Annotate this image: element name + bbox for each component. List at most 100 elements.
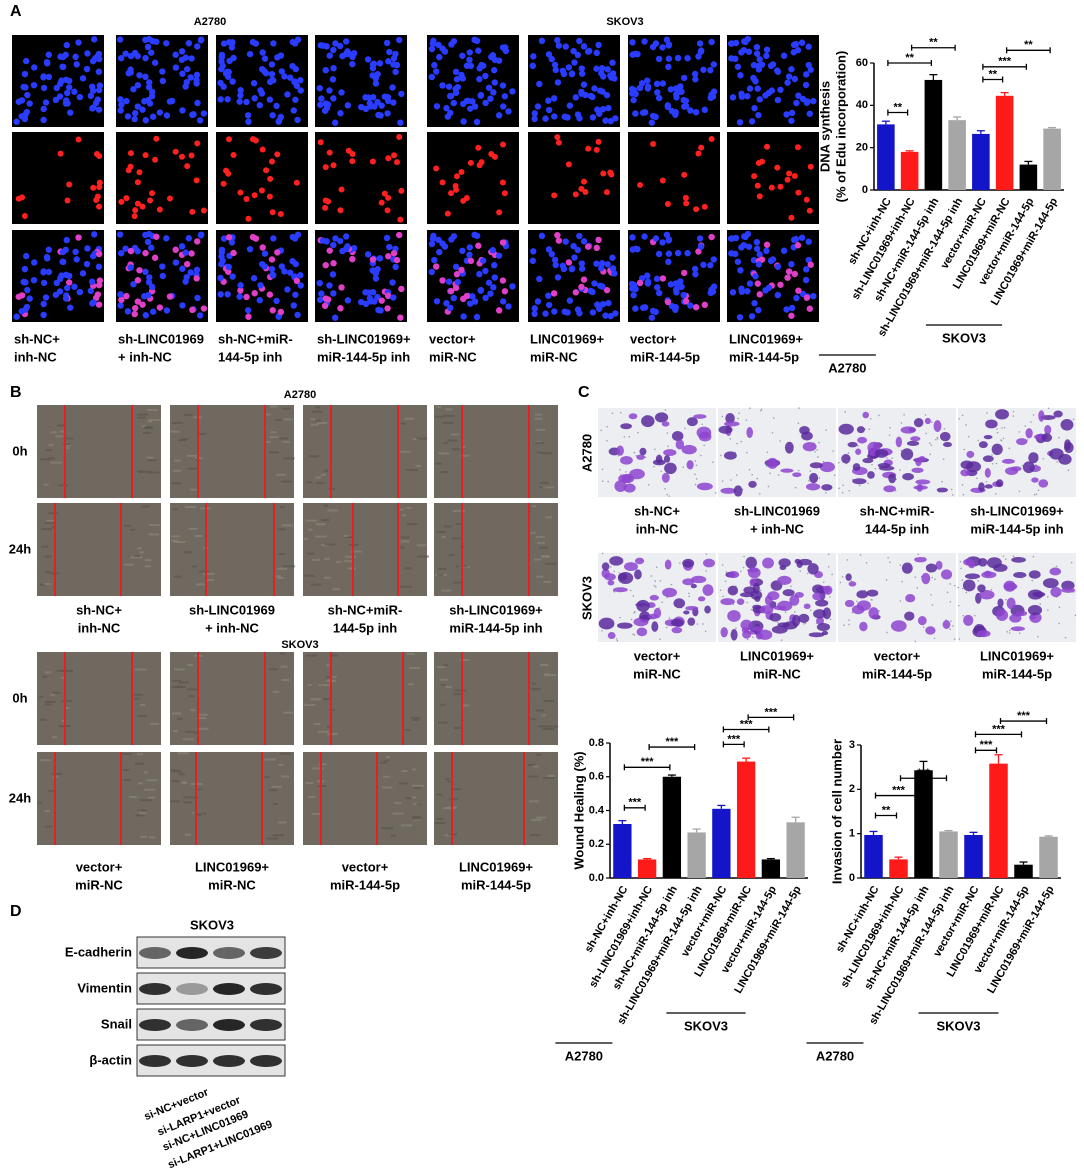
pore xyxy=(931,576,934,579)
nucleus xyxy=(148,88,156,96)
nucleus xyxy=(630,291,637,299)
nucleus xyxy=(732,234,740,242)
texture xyxy=(445,408,453,411)
condition-label: LINC01969+ xyxy=(980,648,1054,663)
nucleus xyxy=(593,65,600,72)
nucleus xyxy=(439,277,446,284)
condition-label: miR-NC xyxy=(208,877,256,892)
nucleus xyxy=(148,244,155,251)
texture xyxy=(147,471,160,474)
nucleus xyxy=(65,279,73,286)
texture xyxy=(44,810,51,813)
condition-label: LINC01969+ xyxy=(459,859,533,874)
nucleus xyxy=(636,84,644,92)
texture xyxy=(269,435,279,438)
nucleus xyxy=(634,50,641,58)
nucleus xyxy=(578,185,585,192)
cell xyxy=(604,573,616,581)
nucleus xyxy=(653,80,661,88)
nucleus xyxy=(473,313,481,321)
cell xyxy=(724,451,737,460)
nucleus xyxy=(322,204,329,211)
texture xyxy=(134,555,140,558)
pore xyxy=(922,626,925,628)
wound-image xyxy=(170,652,294,745)
nucleus xyxy=(261,68,268,75)
nucleus xyxy=(784,274,791,281)
cell xyxy=(704,605,711,614)
cell xyxy=(618,572,628,581)
texture xyxy=(315,535,327,538)
nucleus xyxy=(665,236,673,243)
texture xyxy=(538,725,548,728)
image-bg xyxy=(315,230,407,322)
nucleus xyxy=(142,36,149,44)
nucleus xyxy=(156,304,164,311)
nucleus xyxy=(316,84,323,92)
texture xyxy=(277,821,287,824)
nucleus xyxy=(297,282,304,289)
cell xyxy=(728,570,740,579)
cell xyxy=(1010,466,1022,472)
cell xyxy=(690,575,707,584)
cell xyxy=(866,589,879,597)
nucleus xyxy=(166,98,174,105)
nucleus xyxy=(244,307,252,314)
pore xyxy=(991,454,993,456)
texture xyxy=(39,458,51,461)
texture xyxy=(303,537,309,540)
nucleus xyxy=(471,298,479,305)
nucleus xyxy=(807,66,814,73)
cell xyxy=(1025,428,1033,439)
texture xyxy=(50,431,57,434)
nucleus xyxy=(501,190,508,197)
nucleus xyxy=(65,84,73,91)
nucleus xyxy=(798,234,806,241)
cell xyxy=(620,456,633,465)
nucleus xyxy=(21,265,29,273)
nucleus xyxy=(755,306,762,314)
nucleus xyxy=(589,309,597,316)
nucleus xyxy=(485,84,493,91)
nucleus xyxy=(450,38,458,45)
nucleus xyxy=(785,268,793,275)
texture xyxy=(143,771,149,774)
condition-label: miR-NC xyxy=(753,666,801,681)
cell xyxy=(697,596,706,602)
texture xyxy=(129,528,136,531)
pore xyxy=(961,587,964,590)
nucleus xyxy=(810,292,817,300)
nucleus xyxy=(600,170,607,177)
pore xyxy=(803,622,805,625)
texture xyxy=(335,560,341,563)
pore xyxy=(931,604,934,606)
pore xyxy=(878,610,880,612)
texture xyxy=(451,448,460,451)
pore xyxy=(695,464,698,467)
pore xyxy=(931,421,933,423)
condition-label: 144-5p inh xyxy=(865,521,929,536)
blot-band xyxy=(213,947,245,959)
cell xyxy=(862,411,869,419)
cell xyxy=(807,563,819,575)
pore xyxy=(619,468,621,471)
nucleus xyxy=(172,259,180,266)
nucleus xyxy=(607,169,614,176)
pore xyxy=(1056,461,1058,463)
nucleus xyxy=(246,245,254,253)
nucleus xyxy=(197,231,205,238)
nucleus xyxy=(274,249,281,256)
pore xyxy=(742,566,745,569)
nucleus xyxy=(571,254,578,261)
cell xyxy=(848,581,857,587)
cell xyxy=(598,617,615,630)
nucleus xyxy=(794,47,802,54)
pore xyxy=(633,451,636,454)
nucleus xyxy=(430,37,437,45)
nucleus xyxy=(436,53,443,61)
pore xyxy=(822,460,825,463)
nucleus xyxy=(243,195,250,202)
micrograph xyxy=(315,132,407,224)
nucleus xyxy=(673,286,680,293)
nucleus xyxy=(218,246,226,254)
